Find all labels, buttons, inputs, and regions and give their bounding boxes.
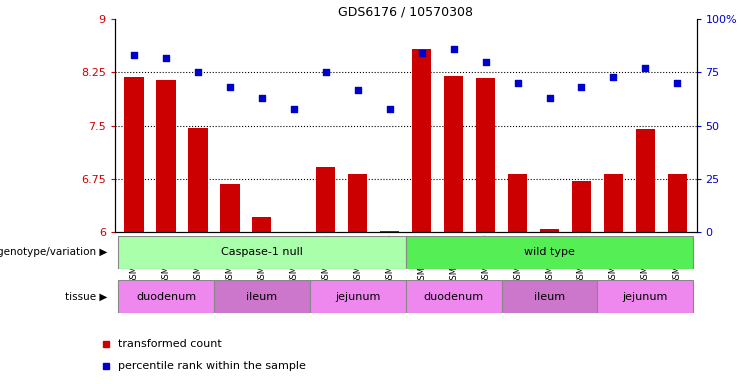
Bar (156, 79, 176, 232)
Bar (252, 217, 271, 232)
Bar (118, 280, 214, 313)
Bar (444, 76, 463, 232)
Bar (310, 280, 406, 313)
Point (544, 95, 556, 101)
Bar (214, 280, 310, 313)
Point (224, 84, 236, 91)
Point (192, 70, 204, 76)
Point (511, 80, 523, 86)
Bar (476, 78, 495, 232)
Bar (502, 280, 597, 313)
Bar (540, 229, 559, 232)
Bar (188, 128, 207, 232)
Bar (508, 174, 527, 232)
Point (128, 52, 140, 58)
Text: tissue ▶: tissue ▶ (65, 291, 107, 302)
Text: Caspase-1 null: Caspase-1 null (221, 247, 303, 258)
Text: ileum: ileum (534, 291, 565, 302)
Point (608, 74, 619, 80)
Text: jejunum: jejunum (622, 291, 668, 302)
Text: duodenum: duodenum (424, 291, 484, 302)
Text: genotype/variation ▶: genotype/variation ▶ (0, 247, 107, 258)
Bar (405, 280, 502, 313)
Point (671, 80, 683, 86)
Point (352, 86, 364, 93)
Bar (348, 174, 368, 232)
Point (160, 55, 172, 61)
Bar (636, 129, 655, 232)
Point (416, 50, 428, 56)
Bar (220, 184, 239, 232)
Bar (124, 78, 144, 232)
Title: GDS6176 / 10570308: GDS6176 / 10570308 (338, 5, 473, 18)
Point (256, 95, 268, 101)
Bar (597, 280, 694, 313)
Bar (316, 167, 336, 232)
Bar (405, 236, 694, 269)
Text: percentile rank within the sample: percentile rank within the sample (118, 361, 306, 371)
Text: ileum: ileum (246, 291, 277, 302)
Point (639, 65, 651, 71)
Text: jejunum: jejunum (335, 291, 380, 302)
Point (479, 59, 491, 65)
Bar (412, 49, 431, 232)
Point (320, 70, 332, 76)
Point (288, 106, 300, 112)
Point (576, 84, 588, 91)
Text: duodenum: duodenum (136, 291, 196, 302)
Bar (572, 181, 591, 232)
Bar (380, 231, 399, 232)
Point (448, 46, 459, 52)
Bar (118, 236, 405, 269)
Bar (668, 174, 687, 232)
Point (384, 106, 396, 112)
Text: transformed count: transformed count (118, 339, 222, 349)
Bar (604, 174, 623, 232)
Text: wild type: wild type (524, 247, 575, 258)
